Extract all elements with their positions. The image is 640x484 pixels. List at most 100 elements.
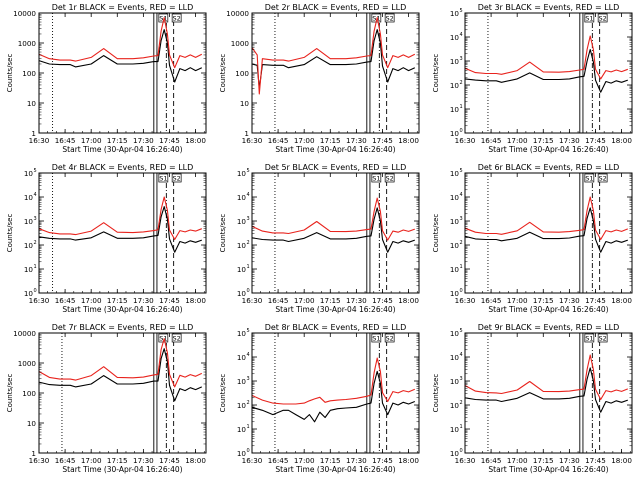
series-line-events — [464, 207, 628, 253]
panel-title: Det 8r BLACK = Events, RED = LLD — [265, 323, 407, 332]
y-tick-label: 10 — [237, 241, 247, 250]
y-tick-label: 10 — [24, 169, 34, 178]
x-tick-label: 18:00 — [185, 136, 206, 145]
y-tick-label: 10 — [237, 265, 247, 274]
panel-det-9: Det 9r BLACK = Events, RED = LLD S1 S2 16:3… — [432, 323, 633, 474]
marker-box-s2 — [171, 333, 182, 343]
y-tick-label: 10 — [450, 265, 460, 274]
x-tick-label: 18:00 — [185, 456, 206, 465]
marker-label-s2: S2 — [386, 335, 394, 343]
y-tick-label: 10 — [450, 329, 460, 338]
y-tick-exponent: 1 — [247, 264, 250, 270]
y-tick-exponent: 0 — [34, 288, 37, 294]
series-line-lld — [251, 357, 416, 405]
x-tick-label: 17:00 — [81, 456, 102, 465]
panel-title: Det 3r BLACK = Events, RED = LLD — [478, 3, 620, 12]
x-tick-label: 16:45 — [55, 296, 76, 305]
series-line-lld — [251, 17, 416, 95]
x-tick-label: 16:30 — [455, 296, 476, 305]
x-tick-label: 18:00 — [185, 296, 206, 305]
x-tick-label: 16:45 — [268, 136, 289, 145]
series-line-events — [38, 206, 202, 253]
marker-label-s1: S1 — [372, 335, 380, 343]
y-tick-label: 10 — [24, 217, 34, 226]
marker-box-s1 — [158, 173, 169, 183]
y-axis-label: Counts/sec — [432, 214, 440, 253]
y-tick-exponent: 2 — [460, 80, 463, 86]
x-tick-label: 18:00 — [611, 136, 632, 145]
y-tick-exponent: 2 — [34, 240, 37, 246]
panel-title: Det 6r BLACK = Events, RED = LLD — [478, 163, 620, 172]
panel-det-4: Det 4r BLACK = Events, RED = LLD S1 S2 16:3… — [6, 163, 207, 314]
x-tick-label: 17:30 — [559, 296, 580, 305]
y-tick-label: 10 — [450, 9, 460, 18]
panel-det-5: Det 5r BLACK = Events, RED = LLD S1 S2 16:3… — [219, 163, 420, 314]
marker-label-s2: S2 — [173, 15, 181, 23]
panel-title: Det 4r BLACK = Events, RED = LLD — [52, 163, 194, 172]
x-tick-label: 17:15 — [533, 136, 554, 145]
y-tick-label: 1 — [244, 129, 249, 138]
y-tick-label: 10 — [450, 401, 460, 410]
y-tick-exponent: 2 — [460, 400, 463, 406]
y-tick-label: 10 — [27, 419, 37, 428]
marker-label-s2: S2 — [599, 335, 607, 343]
y-tick-exponent: 5 — [460, 328, 463, 334]
y-tick-exponent: 0 — [460, 128, 463, 134]
x-tick-label: 17:30 — [346, 456, 367, 465]
y-axis-label: Counts/sec — [432, 54, 440, 93]
y-tick-exponent: 1 — [34, 264, 37, 270]
x-tick-label: 17:30 — [346, 136, 367, 145]
plot-frame — [38, 172, 207, 294]
panel-det-7: Det 7r BLACK = Events, RED = LLD S1 S2 16:3… — [6, 323, 207, 474]
y-tick-exponent: 1 — [460, 264, 463, 270]
series-line-lld — [464, 354, 629, 401]
x-tick-label: 17:00 — [294, 456, 315, 465]
y-tick-label: 100 — [22, 389, 36, 398]
x-tick-label: 17:45 — [159, 136, 180, 145]
marker-box-s1 — [584, 333, 595, 343]
marker-label-s1: S1 — [585, 335, 593, 343]
x-tick-label: 17:45 — [159, 296, 180, 305]
y-tick-label: 10 — [24, 193, 34, 202]
y-tick-label: 10 — [450, 289, 460, 298]
y-tick-exponent: 2 — [460, 240, 463, 246]
y-tick-exponent: 1 — [247, 424, 250, 430]
series-line-lld — [464, 35, 628, 80]
y-tick-exponent: 1 — [460, 424, 463, 430]
marker-box-s2 — [384, 13, 395, 23]
marker-label-s2: S2 — [599, 175, 607, 183]
y-tick-exponent: 0 — [460, 288, 463, 294]
y-tick-label: 10 — [450, 353, 460, 362]
x-tick-label: 16:45 — [481, 136, 502, 145]
panel-det-6: Det 6r BLACK = Events, RED = LLD S1 S2 16:3… — [432, 163, 633, 314]
y-axis-label: Counts/sec — [219, 214, 227, 253]
y-tick-label: 10000 — [13, 329, 36, 338]
x-tick-label: 17:15 — [107, 136, 128, 145]
x-tick-label: 18:00 — [398, 136, 419, 145]
x-tick-label: 18:00 — [611, 296, 632, 305]
x-tick-label: 16:30 — [29, 136, 50, 145]
y-axis-label: Counts/sec — [6, 54, 14, 93]
x-tick-label: 17:15 — [320, 136, 341, 145]
panel-title: Det 2r BLACK = Events, RED = LLD — [265, 3, 407, 12]
x-tick-label: 16:30 — [29, 296, 50, 305]
x-axis-label: Start Time (30-Apr-04 16:26:40) — [62, 465, 182, 474]
marker-box-s2 — [384, 173, 395, 183]
y-tick-exponent: 5 — [247, 328, 250, 334]
x-tick-label: 16:30 — [242, 136, 263, 145]
y-tick-label: 10 — [450, 81, 460, 90]
series-line-events — [464, 367, 628, 413]
marker-label-s2: S2 — [386, 175, 394, 183]
x-tick-label: 17:00 — [81, 296, 102, 305]
marker-box-s2 — [171, 173, 182, 183]
x-tick-label: 17:45 — [372, 456, 393, 465]
y-tick-label: 10000 — [13, 9, 36, 18]
marker-box-s1 — [584, 173, 595, 183]
y-tick-label: 10 — [450, 169, 460, 178]
y-tick-exponent: 4 — [247, 192, 250, 198]
y-tick-label: 10 — [450, 449, 460, 458]
series-line-lld — [464, 196, 629, 241]
marker-label-s1: S1 — [159, 335, 167, 343]
panel-det-8: Det 8r BLACK = Events, RED = LLD S1 S2 16:3… — [219, 323, 420, 474]
